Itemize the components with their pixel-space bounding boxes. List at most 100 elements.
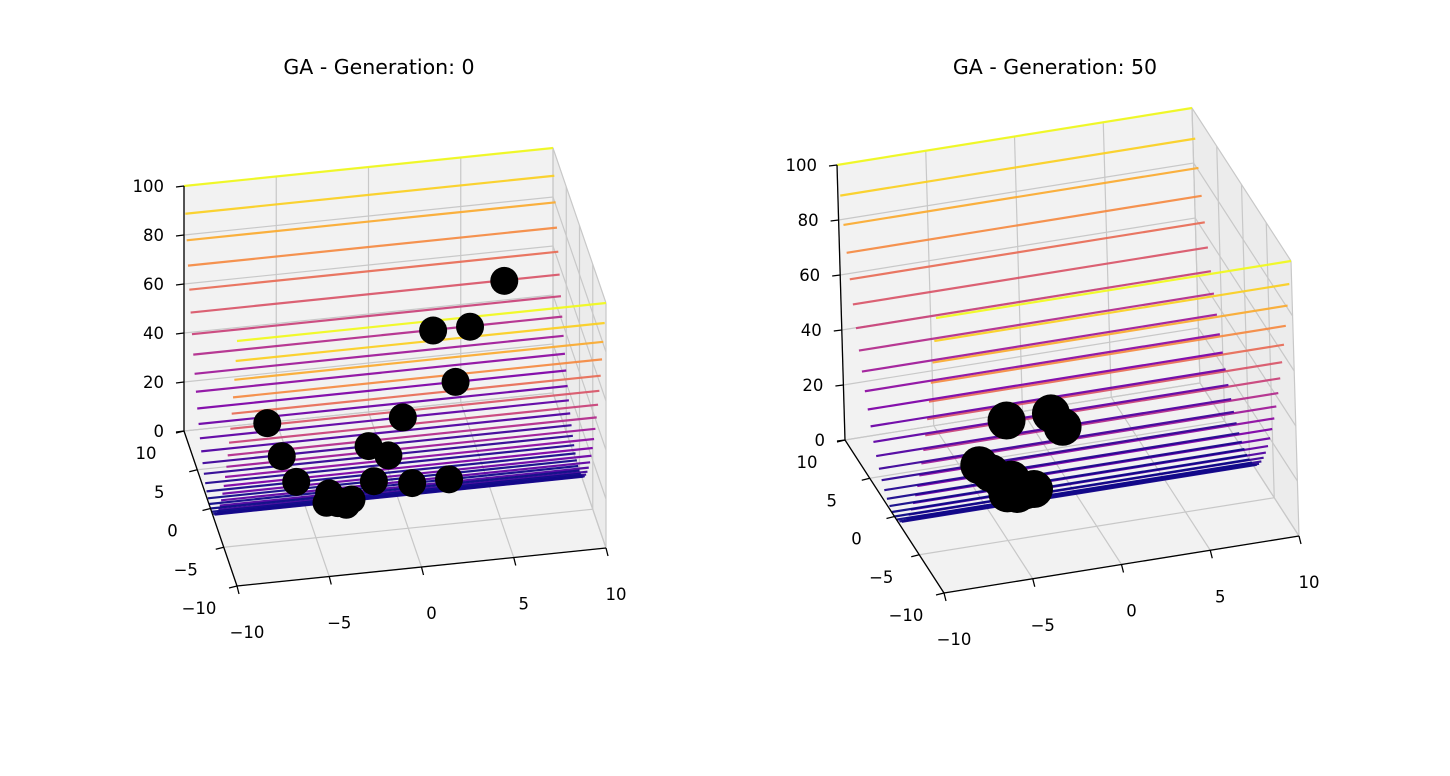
surface-line [899, 463, 1255, 523]
z-tick-mark [833, 329, 842, 332]
gridline [183, 294, 607, 451]
x-tick-mark [943, 592, 947, 602]
surface-line [891, 453, 1248, 514]
surface-line [858, 292, 1215, 352]
z-tick-mark [835, 384, 844, 387]
data-point [435, 465, 464, 494]
surface-line [925, 377, 1281, 437]
y-tick-mark [886, 515, 895, 520]
z-tick-label: 0 [815, 431, 826, 450]
surface-line [231, 374, 601, 415]
x-tick-label: 0 [426, 604, 437, 623]
y-tick-label: 5 [827, 491, 838, 510]
surface-line [185, 174, 555, 215]
y-tick-label: −5 [869, 568, 893, 587]
x-tick-mark [328, 576, 332, 585]
z-tick-label: 100 [786, 156, 818, 175]
data-point [419, 316, 448, 345]
surface-line [886, 440, 1243, 500]
y-tick-mark [911, 554, 920, 558]
z-tick-mark [175, 381, 185, 384]
scatter [253, 266, 519, 519]
x-tick-mark [605, 547, 609, 557]
surface-line [934, 282, 1290, 343]
chart-title: GA - Generation: 0 [283, 55, 474, 79]
surface-line [896, 461, 1253, 521]
x-tick-label: −5 [327, 614, 351, 633]
z-tick-label: 60 [143, 275, 164, 294]
surface-line [881, 422, 1237, 482]
x-tick-label: −5 [1031, 616, 1055, 635]
y-tick-label: 5 [154, 483, 165, 502]
surface-line [197, 369, 567, 410]
surface-line [232, 358, 603, 399]
gridline [183, 196, 607, 353]
z-tick-mark [830, 219, 839, 222]
data-point [1043, 407, 1082, 446]
data-point [490, 266, 519, 295]
data-point [253, 409, 282, 438]
surface-line [884, 432, 1240, 492]
z-tick-label: 0 [154, 422, 165, 441]
surface-line [195, 352, 566, 393]
x-tick-mark [1032, 578, 1036, 587]
surface-line [213, 474, 583, 515]
surface-line [209, 464, 579, 506]
x-tick-label: 5 [1215, 587, 1226, 606]
y-tick-mark [189, 469, 198, 473]
x-tick-mark [236, 585, 240, 595]
data-point [267, 442, 296, 471]
surface-line [855, 270, 1212, 330]
data-point [312, 488, 341, 517]
surface-line [923, 391, 1279, 452]
data-point [441, 367, 470, 396]
surface-line [224, 437, 595, 479]
z-tick-label: 20 [143, 373, 164, 392]
z-tick-label: 20 [802, 376, 823, 395]
z-tick-mark [175, 430, 185, 433]
y-tick-label: −5 [174, 560, 198, 579]
surface-line [836, 106, 1193, 167]
data-point [359, 467, 388, 496]
z-tick-mark [175, 332, 185, 335]
z-tick-mark [836, 439, 846, 442]
surface-line [206, 452, 576, 493]
data-point [388, 403, 417, 432]
surface-line [926, 361, 1283, 421]
surface-line [849, 221, 1205, 281]
z-tick-label: 80 [143, 226, 164, 245]
z-tick-label: 60 [799, 266, 820, 285]
z-axis-line [836, 164, 846, 441]
surface-line [211, 472, 581, 513]
surface-line [840, 137, 1196, 197]
z-tick-mark [175, 234, 185, 237]
gridline [183, 343, 607, 500]
surface-line [189, 250, 559, 291]
data-point [282, 467, 311, 496]
x-tick-mark [1120, 564, 1125, 573]
z-tick-mark [175, 185, 185, 188]
x-tick-mark [513, 557, 517, 566]
gridline [183, 392, 607, 549]
subplot-generation-0: GA - Generation: 0 −10 −5 0 5 10−10−50510020… [133, 55, 627, 642]
data-point [374, 441, 403, 470]
x-tick-mark [1209, 550, 1213, 559]
x-tick-label: 10 [1299, 573, 1320, 592]
x-tick-label: 10 [606, 585, 627, 604]
z-tick-mark [832, 274, 841, 277]
y-tick-mark [935, 592, 945, 596]
scatter [960, 394, 1082, 513]
surface-line [932, 304, 1288, 364]
surface-line [230, 389, 600, 430]
y-tick-mark [228, 585, 238, 589]
chart-title: GA - Generation: 50 [953, 55, 1157, 79]
z-tick-label: 100 [133, 177, 165, 196]
x-tick-label: 0 [1126, 602, 1137, 621]
x-tick-label: 5 [519, 595, 530, 614]
surface-line [864, 333, 1221, 393]
data-point [987, 401, 1026, 440]
gridline [844, 382, 1300, 537]
surface-line [201, 412, 571, 453]
data-point [456, 312, 485, 341]
